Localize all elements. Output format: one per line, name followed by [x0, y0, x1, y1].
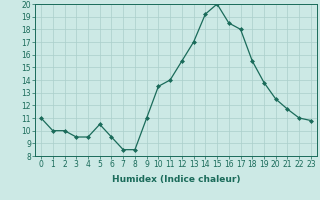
- X-axis label: Humidex (Indice chaleur): Humidex (Indice chaleur): [112, 175, 240, 184]
